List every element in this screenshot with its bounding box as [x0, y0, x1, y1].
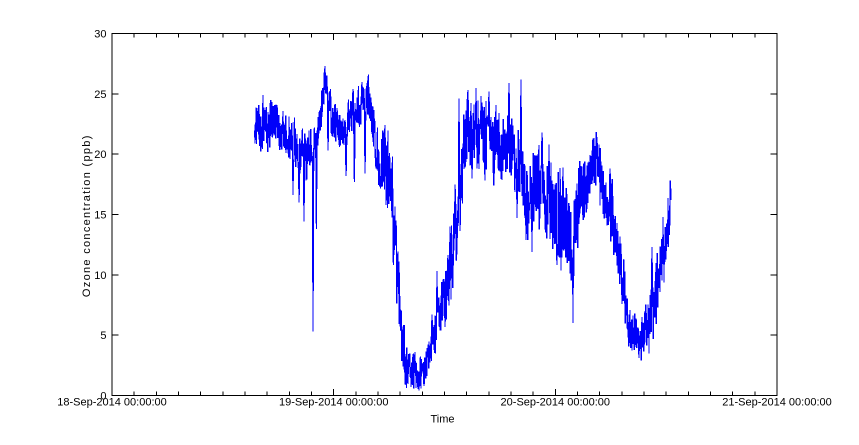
- svg-text:20: 20: [94, 149, 106, 161]
- svg-text:Ozone concentration (ppb): Ozone concentration (ppb): [81, 134, 93, 297]
- svg-text:25: 25: [94, 89, 106, 101]
- svg-text:20-Sep-2014 00:00:00: 20-Sep-2014 00:00:00: [501, 397, 610, 409]
- svg-text:19-Sep-2014 00:00:00: 19-Sep-2014 00:00:00: [279, 397, 388, 409]
- svg-text:21-Sep-2014 00:00:00: 21-Sep-2014 00:00:00: [722, 397, 831, 409]
- svg-text:10: 10: [94, 270, 106, 282]
- svg-text:30: 30: [94, 29, 106, 41]
- svg-text:5: 5: [100, 330, 106, 342]
- svg-text:0: 0: [100, 391, 106, 403]
- svg-text:18-Sep-2014 00:00:00: 18-Sep-2014 00:00:00: [57, 397, 166, 409]
- svg-text:Time: Time: [430, 414, 454, 426]
- svg-text:15: 15: [94, 210, 106, 222]
